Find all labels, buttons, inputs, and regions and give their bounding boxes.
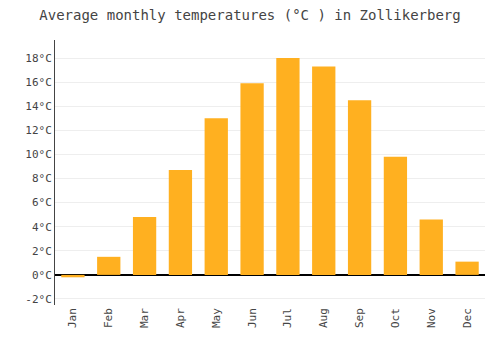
svg-text:Jan: Jan: [66, 308, 79, 328]
svg-text:Feb: Feb: [102, 308, 115, 328]
svg-text:Jun: Jun: [246, 308, 259, 328]
svg-text:4°C: 4°C: [32, 221, 52, 234]
svg-text:Mar: Mar: [138, 308, 151, 328]
svg-text:Average monthly temperatures (: Average monthly temperatures (°C ) in Zo…: [39, 7, 460, 23]
svg-text:8°C: 8°C: [32, 172, 52, 185]
svg-text:6°C: 6°C: [32, 196, 52, 209]
svg-text:Aug: Aug: [317, 308, 330, 328]
svg-text:Apr: Apr: [174, 308, 187, 328]
svg-text:Nov: Nov: [425, 308, 438, 328]
svg-text:May: May: [210, 308, 223, 328]
svg-text:10°C: 10°C: [25, 148, 52, 161]
svg-text:Sep: Sep: [353, 308, 366, 328]
svg-text:0°C: 0°C: [32, 269, 52, 282]
svg-text:Dec: Dec: [461, 308, 474, 328]
svg-text:Jul: Jul: [281, 308, 294, 328]
svg-text:Oct: Oct: [389, 308, 402, 328]
svg-text:-2°C: -2°C: [25, 293, 52, 306]
svg-text:2°C: 2°C: [32, 245, 52, 258]
svg-text:14°C: 14°C: [25, 100, 52, 113]
svg-text:12°C: 12°C: [25, 124, 52, 137]
svg-text:16°C: 16°C: [25, 76, 52, 89]
svg-text:18°C: 18°C: [25, 52, 52, 65]
